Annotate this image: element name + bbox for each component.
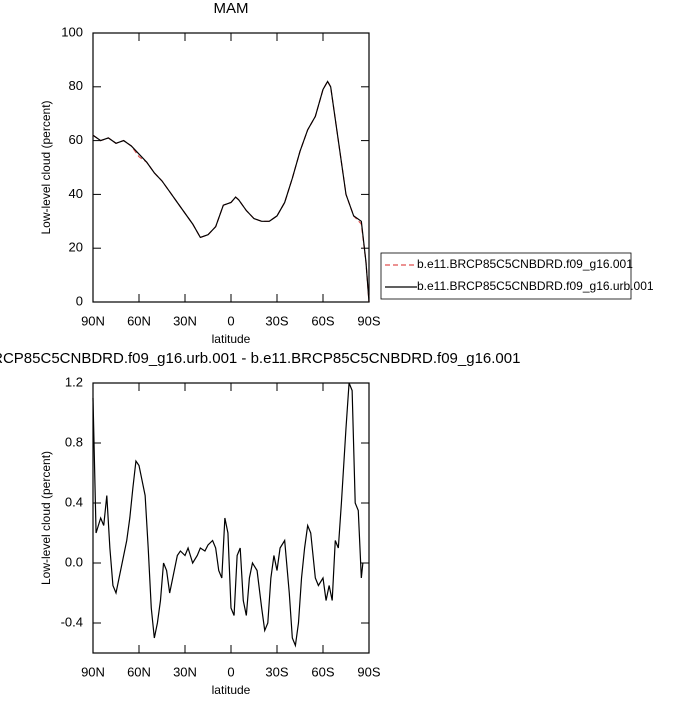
y-tick-label: 20 (69, 240, 83, 255)
x-tick-label: 90S (357, 664, 380, 679)
x-tick-label: 90N (81, 313, 105, 328)
x-tick-label: 0 (227, 664, 234, 679)
x-tick-label: 0 (227, 313, 234, 328)
chart-title: MAM (214, 0, 249, 17)
legend-box (380, 252, 632, 300)
data-line (92, 80, 370, 303)
y-tick-label: 0.8 (65, 434, 83, 449)
legend-label: b.e11.BRCP85C5CNBDRD.f09_g16.urb.001 (417, 279, 654, 293)
y-tick-label: 0.4 (65, 494, 83, 509)
plot-frame (92, 32, 370, 303)
x-tick-label: 60N (127, 313, 151, 328)
x-tick-label: 90S (357, 313, 380, 328)
y-tick-label: 1.2 (65, 374, 83, 389)
data-line (92, 382, 364, 648)
y-axis-label: Low-level cloud (percent) (39, 451, 53, 585)
x-tick-label: 30N (173, 313, 197, 328)
y-axis-label: Low-level cloud (percent) (39, 100, 53, 234)
legend-label: b.e11.BRCP85C5CNBDRD.f09_g16.001 (417, 257, 633, 271)
x-tick-label: 30S (265, 664, 288, 679)
y-tick-label: 0 (76, 293, 83, 308)
y-tick-label: 100 (61, 24, 83, 39)
x-tick-label: 30S (265, 313, 288, 328)
x-tick-label: 30N (173, 664, 197, 679)
x-axis-label: latitude (212, 332, 251, 346)
y-tick-label: 0.0 (65, 554, 83, 569)
x-tick-label: 60N (127, 664, 151, 679)
data-line (92, 80, 370, 303)
plot-frame (92, 382, 370, 654)
chart-title: b.e11.BRCP85C5CNBDRD.f09_g16.urb.001 - b… (0, 350, 520, 367)
x-axis-label: latitude (212, 683, 251, 697)
x-tick-label: 60S (311, 313, 334, 328)
x-tick-label: 90N (81, 664, 105, 679)
y-tick-label: 60 (69, 132, 83, 147)
y-tick-label: -0.4 (61, 614, 83, 629)
x-tick-label: 60S (311, 664, 334, 679)
y-tick-label: 80 (69, 78, 83, 93)
y-tick-label: 40 (69, 186, 83, 201)
